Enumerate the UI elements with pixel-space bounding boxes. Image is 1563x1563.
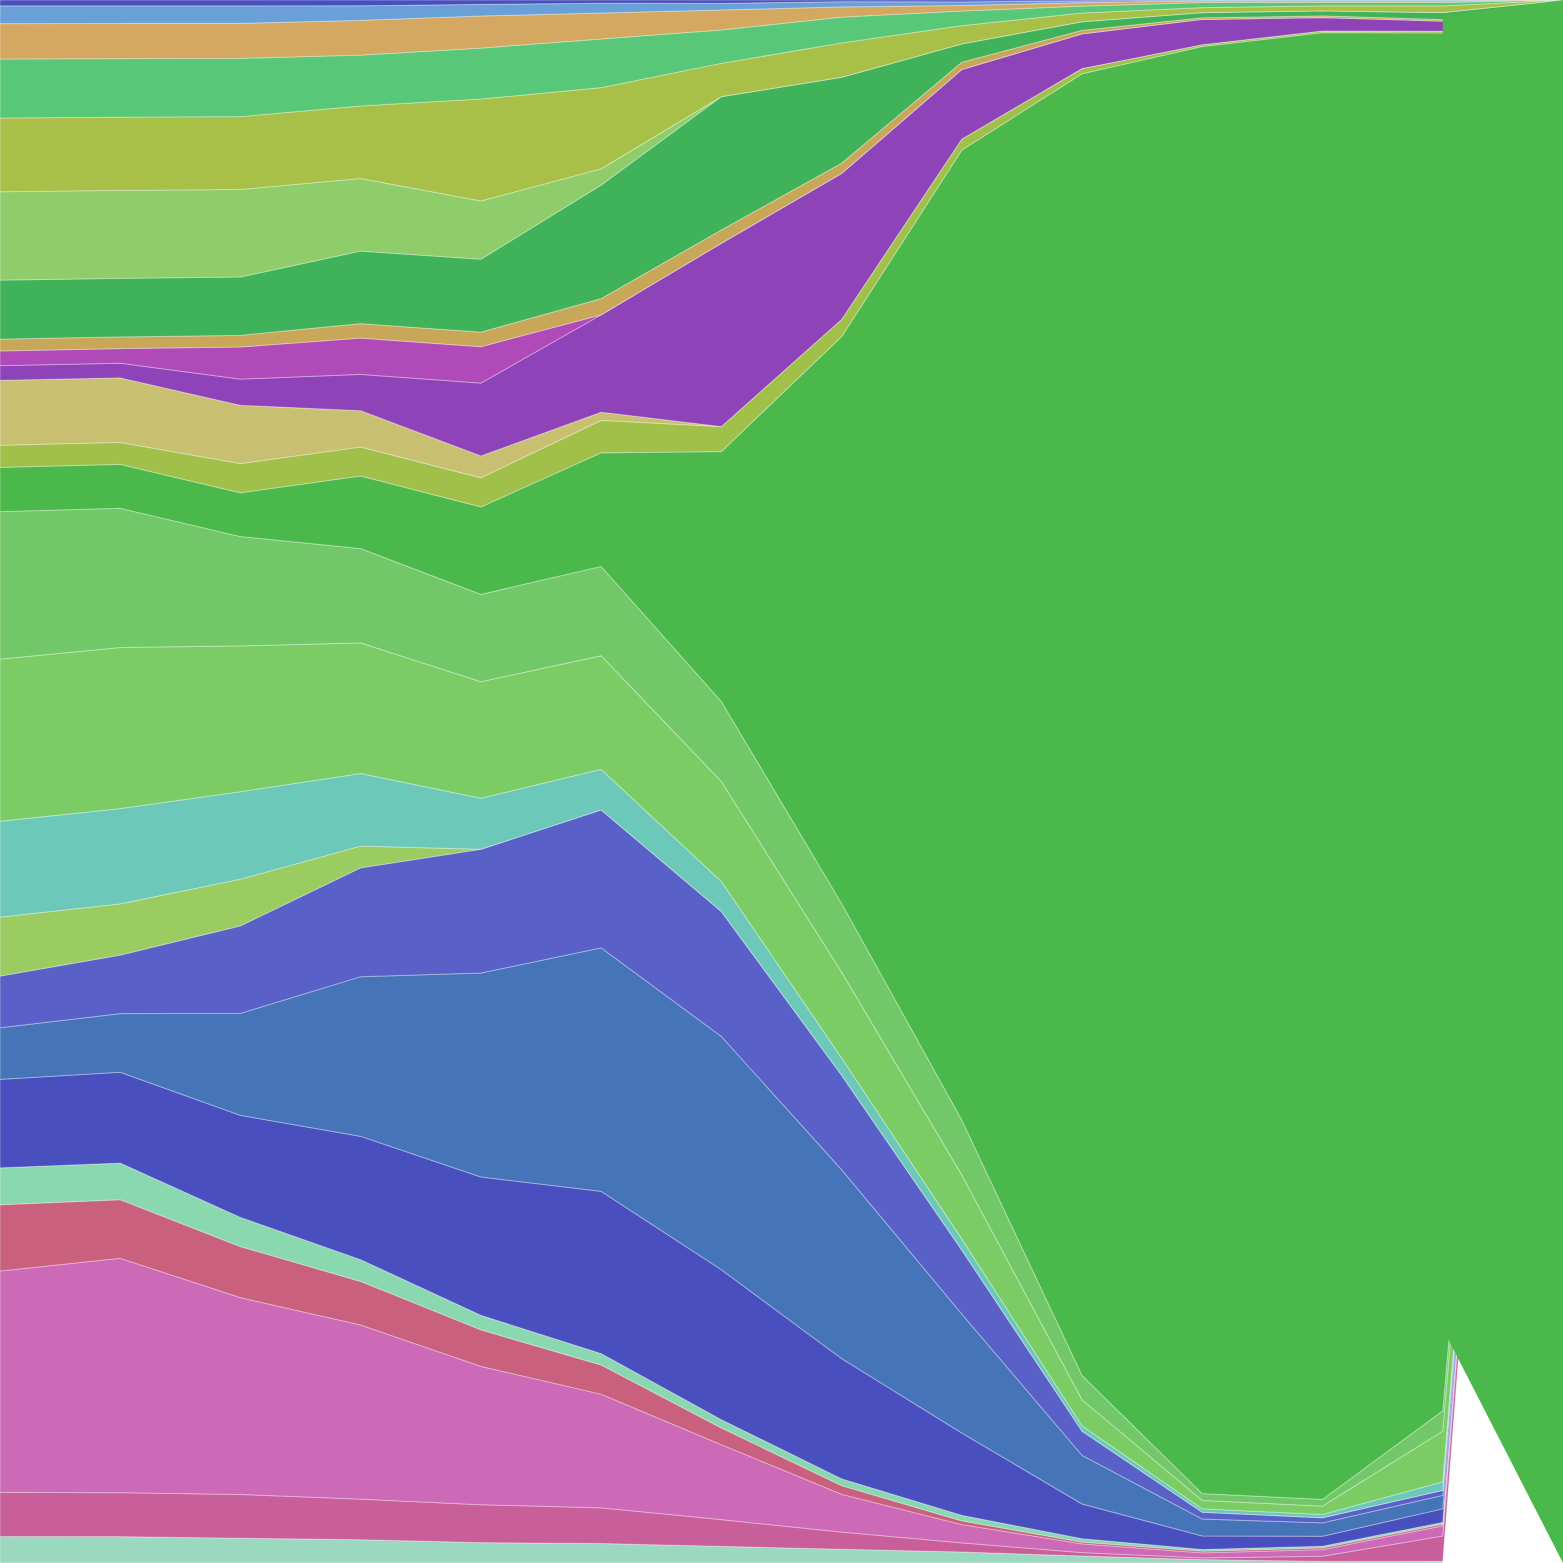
area-band-final-wedge [1442,0,1563,1563]
area-band-24 [0,0,1563,7]
